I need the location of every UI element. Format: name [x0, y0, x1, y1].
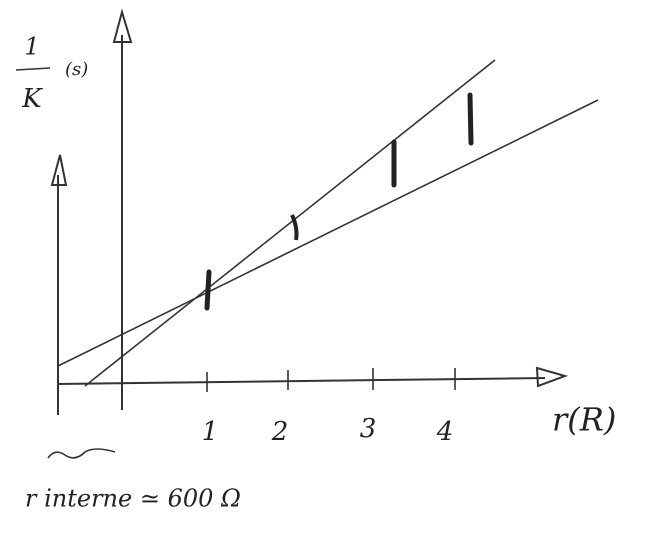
y-label-top: 1	[24, 33, 39, 61]
y-label-bottom: K	[21, 84, 43, 114]
shallow-line	[58, 100, 598, 366]
fraction-bar	[16, 68, 50, 70]
x-tick-label: 2	[271, 417, 289, 447]
note: r interne ≃ 600 Ω	[25, 485, 241, 513]
error-bar	[207, 272, 209, 308]
brace	[48, 449, 115, 458]
x-label: r(R)	[552, 401, 616, 439]
error-bar	[470, 95, 471, 143]
x-tick-label: 1	[202, 417, 219, 447]
steep-line	[85, 60, 495, 386]
y-unit: (s)	[65, 59, 88, 80]
x-tick-label: 3	[360, 414, 377, 444]
sketch-graph: 1 K (s) 1 2 3 4 r(R) r interne ≃ 600 Ω	[0, 0, 645, 540]
x-axis	[58, 378, 545, 384]
x-tick-label: 4	[436, 417, 454, 447]
x-axis-arrow	[537, 368, 565, 386]
